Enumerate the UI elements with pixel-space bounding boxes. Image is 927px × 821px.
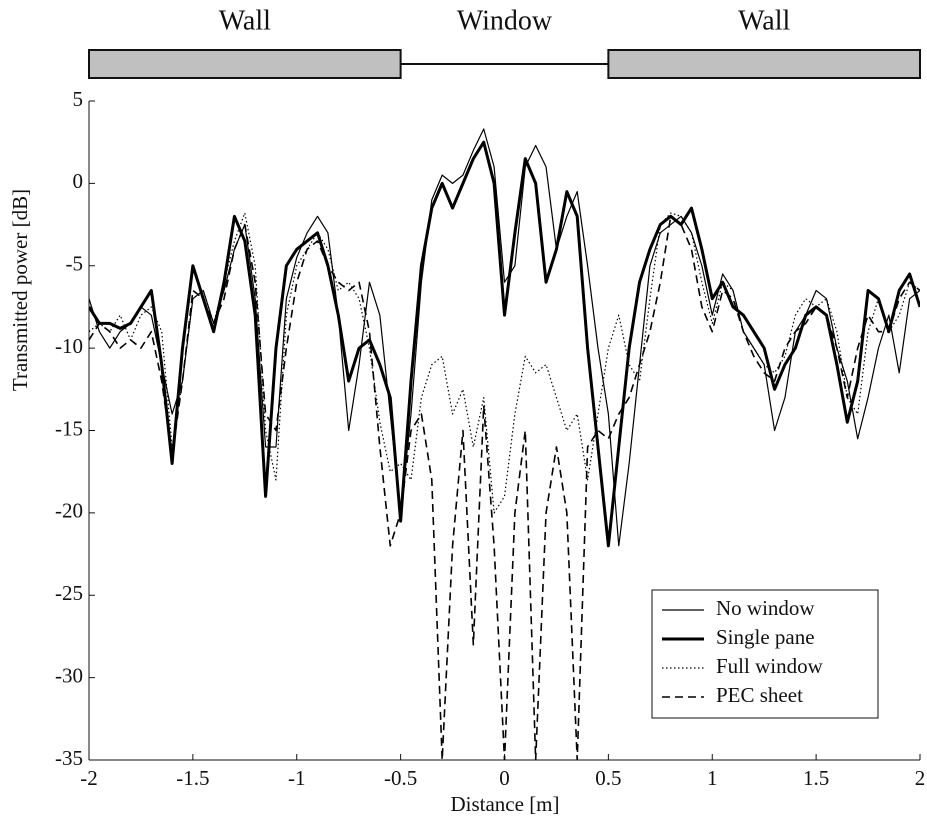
- region-label: Wall: [738, 5, 790, 36]
- x-tick-label: 2: [915, 766, 926, 790]
- legend-label: Single pane: [716, 625, 815, 649]
- legend-label: PEC sheet: [716, 683, 803, 707]
- region-label: Wall: [219, 5, 271, 36]
- wall-block: [607, 49, 921, 79]
- x-tick-label: -0.5: [384, 766, 417, 790]
- x-axis-label: Distance [m]: [450, 792, 559, 816]
- x-tick-label: 0: [499, 766, 510, 790]
- legend-label: Full window: [716, 654, 824, 678]
- series-line: [89, 128, 920, 547]
- x-tick-label: -1.5: [176, 766, 209, 790]
- x-tick-label: -2: [80, 766, 98, 790]
- y-tick-label: -35: [55, 746, 83, 770]
- y-tick-label: -10: [55, 334, 83, 358]
- y-tick-label: -5: [66, 252, 84, 276]
- x-tick-label: 1.5: [803, 766, 829, 790]
- y-tick-label: 5: [73, 87, 84, 111]
- series-line: [89, 215, 920, 760]
- legend-label: No window: [716, 596, 815, 620]
- wall-block: [88, 49, 402, 79]
- series-line: [89, 212, 920, 514]
- y-tick-label: -25: [55, 581, 83, 605]
- y-tick-label: -15: [55, 416, 83, 440]
- series-line: [89, 140, 920, 548]
- y-axis-label: Transmitted power [dB]: [8, 189, 32, 391]
- y-tick-label: -30: [55, 663, 83, 687]
- x-tick-label: -1: [288, 766, 306, 790]
- x-tick-label: 0.5: [595, 766, 621, 790]
- legend-box: [651, 589, 879, 719]
- x-tick-label: 1: [707, 766, 718, 790]
- region-label: Window: [457, 5, 553, 36]
- y-tick-label: 0: [73, 169, 84, 193]
- y-tick-label: -20: [55, 499, 83, 523]
